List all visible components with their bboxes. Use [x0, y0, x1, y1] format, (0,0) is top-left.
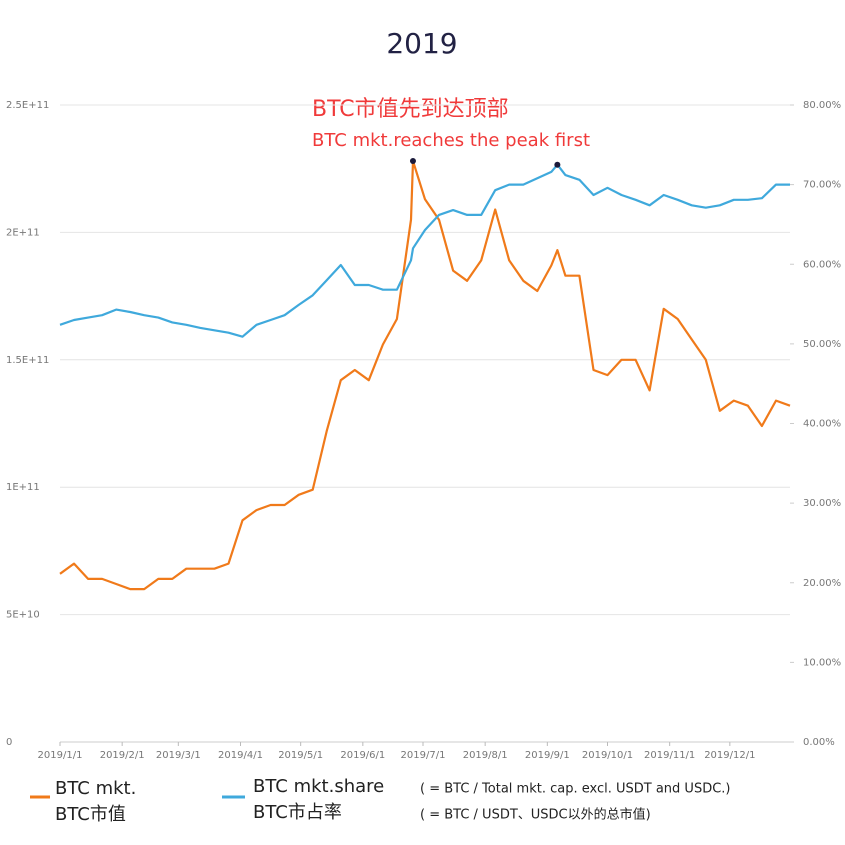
x-tick-label: 2019/4/1 — [218, 750, 263, 761]
x-tick-label: 2019/12/1 — [704, 750, 755, 761]
x-tick-label: 2019/2/1 — [100, 750, 145, 761]
x-tick-label: 2019/10/1 — [582, 750, 633, 761]
y2-tick-label: 80.00% — [803, 100, 841, 111]
legend-note: ( = BTC / Total mkt. cap. excl. USDT and… — [420, 782, 730, 797]
y2-tick-label: 70.00% — [803, 180, 841, 191]
series-line — [59, 160, 791, 591]
chart-title: 2019 — [386, 27, 457, 60]
peak-marker — [409, 158, 416, 165]
legend-label: BTC mkt.share — [253, 776, 384, 797]
y-tick-label: 5E+10 — [6, 610, 40, 621]
x-tick-label: 2019/5/1 — [278, 750, 323, 761]
peak-marker — [554, 161, 561, 168]
y2-tick-label: 0.00% — [803, 737, 835, 748]
x-tick-label: 2019/9/1 — [525, 750, 570, 761]
legend-label: BTC市值 — [55, 804, 126, 825]
x-tick-label: 2019/1/1 — [38, 750, 83, 761]
x-tick-label: 2019/6/1 — [340, 750, 385, 761]
y-tick-label: 1.5E+11 — [6, 355, 49, 366]
y2-tick-label: 20.00% — [803, 578, 841, 589]
annotation: BTC市值先到达顶部 — [312, 97, 509, 122]
y-tick-label: 2.5E+11 — [6, 100, 49, 111]
legend-note: ( = BTC / USDT、USDC以外的总市值) — [420, 807, 651, 823]
y2-tick-label: 10.00% — [803, 657, 841, 668]
x-tick-label: 2019/8/1 — [463, 750, 508, 761]
legend-label: BTC mkt. — [55, 778, 136, 799]
y-tick-label: 0 — [6, 737, 12, 748]
y2-tick-label: 50.00% — [803, 339, 841, 350]
legend-label: BTC市占率 — [253, 802, 342, 823]
y2-tick-label: 60.00% — [803, 259, 841, 270]
x-tick-label: 2019/3/1 — [156, 750, 201, 761]
y2-tick-label: 30.00% — [803, 498, 841, 509]
y-tick-label: 2E+11 — [6, 227, 40, 238]
annotation: BTC mkt.reaches the peak first — [312, 130, 590, 151]
y2-tick-label: 40.00% — [803, 419, 841, 430]
x-tick-label: 2019/11/1 — [644, 750, 695, 761]
series-line — [59, 163, 790, 338]
y-tick-label: 1E+11 — [6, 482, 40, 493]
x-tick-label: 2019/7/1 — [401, 750, 446, 761]
